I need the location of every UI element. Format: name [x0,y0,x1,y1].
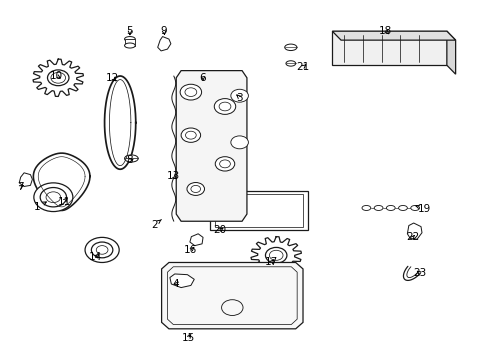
Ellipse shape [124,155,138,162]
Circle shape [230,89,248,102]
Text: 4: 4 [173,279,179,289]
Text: 17: 17 [264,257,277,267]
Circle shape [221,300,243,315]
Circle shape [265,247,286,263]
Polygon shape [331,31,446,65]
Polygon shape [189,234,203,246]
Circle shape [180,84,201,100]
Circle shape [188,74,217,96]
Circle shape [40,188,66,207]
Text: 16: 16 [184,245,197,255]
Text: 13: 13 [167,171,180,181]
Ellipse shape [284,44,296,50]
Polygon shape [227,81,239,101]
Text: 3: 3 [236,93,243,103]
Ellipse shape [361,206,370,211]
Polygon shape [19,173,32,186]
Polygon shape [33,59,83,96]
Text: 1: 1 [34,202,41,212]
Text: 23: 23 [412,268,426,278]
Polygon shape [446,31,455,74]
Circle shape [215,157,234,171]
Text: 18: 18 [379,26,392,36]
Circle shape [230,136,248,149]
Polygon shape [124,39,135,45]
Text: 12: 12 [106,73,119,83]
Polygon shape [250,237,301,274]
Text: 8: 8 [126,155,133,165]
Circle shape [181,128,200,142]
Ellipse shape [124,43,135,48]
Text: 15: 15 [182,333,195,343]
Text: 11: 11 [58,197,71,207]
Circle shape [194,78,211,91]
Circle shape [214,99,235,114]
Text: 6: 6 [199,73,206,83]
Polygon shape [210,191,307,230]
Polygon shape [161,262,303,329]
Ellipse shape [410,206,419,211]
Polygon shape [158,37,170,51]
Text: 10: 10 [50,71,63,81]
Polygon shape [104,76,136,169]
Polygon shape [176,71,246,221]
Text: 19: 19 [417,204,430,214]
Circle shape [34,183,73,212]
Ellipse shape [124,37,135,41]
Polygon shape [169,274,194,288]
Text: 20: 20 [213,225,226,235]
Ellipse shape [285,61,295,66]
Polygon shape [331,31,455,40]
Polygon shape [33,153,90,211]
Polygon shape [407,223,421,239]
Circle shape [85,237,119,262]
Text: 2: 2 [151,220,157,230]
Ellipse shape [398,206,407,211]
Ellipse shape [373,206,382,211]
Text: 22: 22 [405,232,419,242]
Text: 7: 7 [17,182,23,192]
Text: 14: 14 [89,252,102,262]
Text: 5: 5 [126,26,133,36]
Text: 9: 9 [161,26,167,36]
Circle shape [186,183,204,195]
Circle shape [91,242,113,258]
Ellipse shape [386,206,394,211]
Circle shape [47,70,69,86]
Text: 21: 21 [296,62,309,72]
